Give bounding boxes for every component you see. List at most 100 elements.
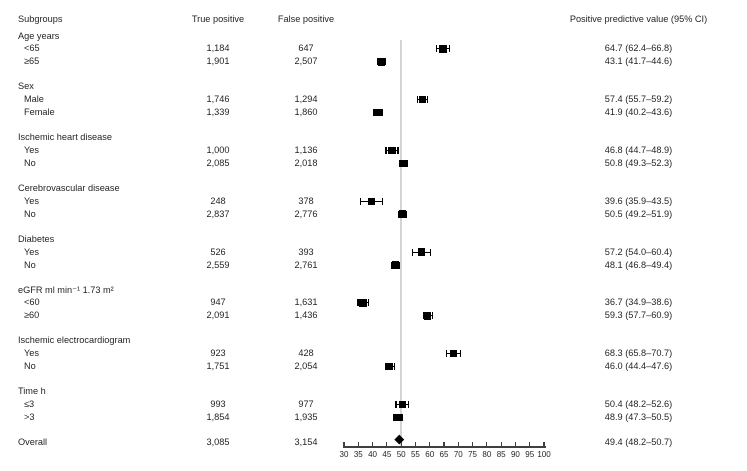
item-label: Overall xyxy=(18,436,48,447)
ci-cap-low xyxy=(384,363,386,371)
true-positive-value: 923 xyxy=(210,348,226,359)
ppv-value: 46.8 (44.7–48.9) xyxy=(604,145,673,155)
point-estimate-marker xyxy=(398,400,407,409)
ppv-value: 64.7 (62.4–66.8) xyxy=(604,43,673,54)
true-positive-value: 2,559 xyxy=(206,259,230,270)
ppv-value: 41.9 (40.2–43.6) xyxy=(604,107,673,118)
column-header-subgroups: Subgroups xyxy=(18,14,63,24)
axis-tick xyxy=(514,441,517,446)
ci-cap-high xyxy=(405,210,408,218)
point-estimate-marker xyxy=(423,312,432,320)
ppv-value: 50.8 (49.3–52.3) xyxy=(604,157,673,168)
item-label: Yes xyxy=(24,145,39,155)
axis-tick-label: 55 xyxy=(410,450,420,459)
item-label: Yes xyxy=(24,195,39,206)
point-estimate-marker xyxy=(449,349,458,358)
false-positive-value: 378 xyxy=(298,195,314,206)
item-label: ≤3 xyxy=(24,399,35,409)
false-positive-value: 1,436 xyxy=(294,310,318,321)
point-estimate-marker xyxy=(359,299,367,307)
axis-tick xyxy=(343,441,345,446)
point-estimate-marker xyxy=(418,95,427,104)
ppv-value: 46.0 (44.4–47.6) xyxy=(604,361,673,372)
true-positive-value: 1,901 xyxy=(206,56,230,67)
false-positive-value: 647 xyxy=(298,43,314,54)
axis-tick xyxy=(543,441,545,446)
true-positive-value: 1,184 xyxy=(206,43,230,54)
axis-tick xyxy=(371,441,374,446)
axis-tick-label: 65 xyxy=(439,450,449,459)
false-positive-value: 393 xyxy=(298,246,314,257)
true-positive-value: 947 xyxy=(210,297,226,308)
ppv-value: 48.1 (46.8–49.4) xyxy=(604,259,673,270)
true-positive-value: 1,339 xyxy=(206,107,230,118)
true-positive-value: 1,746 xyxy=(206,94,230,105)
ppv-value: 68.3 (65.8–70.7) xyxy=(604,348,673,359)
point-estimate-marker xyxy=(377,58,386,66)
axis-tick xyxy=(429,441,431,446)
group-label: Ischemic heart disease xyxy=(18,132,112,143)
item-label: Male xyxy=(24,94,44,105)
axis-tick-label: 40 xyxy=(368,450,378,459)
overall-diamond-marker xyxy=(394,434,405,445)
ci-cap-low xyxy=(385,147,387,154)
item-label: Yes xyxy=(24,246,39,257)
item-label: Female xyxy=(24,107,55,118)
group-label: Ischemic electrocardiogram xyxy=(18,335,131,346)
true-positive-value: 1,854 xyxy=(206,411,230,422)
true-positive-value: 2,091 xyxy=(206,310,230,321)
ci-cap-high xyxy=(385,58,387,66)
axis-tick-label: 50 xyxy=(396,450,406,459)
item-label: ≥65 xyxy=(24,56,40,67)
axis-tick xyxy=(486,441,488,446)
x-axis-line xyxy=(342,446,546,448)
axis-tick-label: 80 xyxy=(482,450,492,459)
axis-tick-label: 75 xyxy=(468,450,478,459)
point-estimate-marker xyxy=(374,108,382,117)
axis-tick xyxy=(457,441,459,446)
ppv-value: 43.1 (41.7–44.6) xyxy=(604,56,673,67)
false-positive-value: 2,507 xyxy=(294,56,318,67)
axis-tick xyxy=(443,441,445,446)
false-positive-value: 977 xyxy=(298,399,314,409)
item-label: Yes xyxy=(24,348,39,359)
item-label: >3 xyxy=(24,411,35,422)
item-label: No xyxy=(24,157,36,168)
ci-cap-high xyxy=(459,350,461,358)
item-label: <60 xyxy=(24,297,40,308)
point-estimate-marker xyxy=(391,261,400,269)
true-positive-value: 1,751 xyxy=(206,361,230,372)
ci-cap-high xyxy=(407,159,409,167)
true-positive-value: 2,085 xyxy=(206,157,230,168)
ci-cap-high xyxy=(367,299,370,307)
ci-cap-high xyxy=(401,413,404,421)
ci-cap-low xyxy=(360,197,362,205)
ci-cap-high xyxy=(381,197,384,205)
item-label: No xyxy=(24,208,36,219)
ci-cap-high xyxy=(448,45,450,53)
ci-cap-high xyxy=(426,96,429,104)
axis-tick-label: 60 xyxy=(425,450,435,459)
reference-line xyxy=(400,40,402,446)
group-label: Diabetes xyxy=(18,233,55,244)
false-positive-value: 1,860 xyxy=(294,107,318,118)
ci-cap-low xyxy=(357,299,359,307)
axis-tick-label: 95 xyxy=(525,450,535,459)
group-label: eGFR ml min⁻¹ 1.73 m² xyxy=(18,284,114,295)
ci-cap-low xyxy=(376,58,379,66)
axis-tick-label: 35 xyxy=(353,450,363,459)
ci-cap-low xyxy=(411,248,414,256)
ppv-value: 57.4 (55.7–59.2) xyxy=(604,94,673,105)
false-positive-value: 1,294 xyxy=(294,94,318,105)
column-header-ppv: Positive predictive value (95% CI) xyxy=(569,14,708,24)
ci-cap-high xyxy=(431,312,433,320)
point-estimate-marker xyxy=(399,159,408,168)
point-estimate-marker xyxy=(388,146,396,155)
true-positive-value: 3,085 xyxy=(206,436,230,447)
false-positive-value: 3,154 xyxy=(294,436,318,447)
item-label: No xyxy=(24,361,36,372)
point-estimate-marker xyxy=(394,413,402,422)
point-estimate-marker xyxy=(439,45,447,53)
